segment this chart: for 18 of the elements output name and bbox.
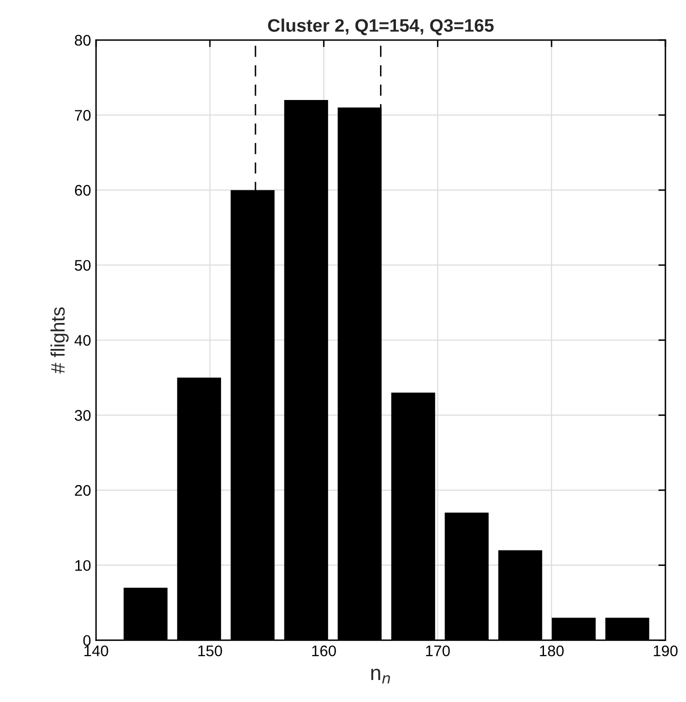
y-tick-label: 70 xyxy=(74,110,91,121)
x-axis-title: n$_{n}$ xyxy=(371,668,390,684)
y-axis-title: # flights xyxy=(50,307,69,374)
y-tick-label: 30 xyxy=(74,410,91,421)
x-tick-label: 160 xyxy=(312,645,336,656)
y-tick-label: 50 xyxy=(74,260,91,271)
x-tick-label: 140 xyxy=(84,645,108,656)
y-tick-label: 60 xyxy=(74,184,91,196)
x-tick-label: 170 xyxy=(426,645,450,656)
y-tick-label: 80 xyxy=(74,34,91,46)
y-tick-label: 40 xyxy=(74,334,91,346)
y-tick-label: 0 xyxy=(83,635,91,646)
chart-title: Cluster 2, Q1=154, Q3=165 xyxy=(268,18,494,36)
x-tick-label: 190 xyxy=(654,645,678,656)
y-tick-label: 20 xyxy=(74,485,91,496)
y-tick-label: 10 xyxy=(75,560,91,571)
x-tick-label: 180 xyxy=(540,645,564,656)
x-tick-label: 150 xyxy=(198,645,222,656)
